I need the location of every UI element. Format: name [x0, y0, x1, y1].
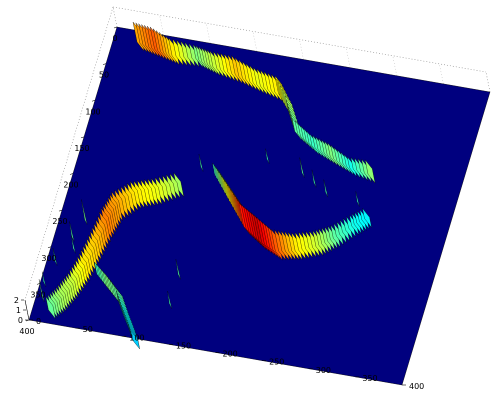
ridge-segment	[147, 178, 159, 206]
ridge-segment	[162, 175, 173, 201]
x-tick-mark	[25, 319, 30, 322]
axes-edge	[485, 71, 491, 93]
ridge-segment	[144, 179, 156, 206]
z-axis-ticks: 012	[14, 296, 30, 325]
ridge-segment	[166, 174, 177, 200]
ridge-segment	[120, 186, 132, 215]
ridge-segment	[151, 178, 163, 205]
surface-ridges	[38, 21, 376, 350]
z-tick-label: 2	[14, 296, 19, 305]
ridge-segment	[130, 330, 140, 350]
ridge-segment	[140, 179, 152, 207]
z-tick-label: 1	[16, 306, 21, 315]
y-tick-label: 200	[223, 350, 238, 359]
x-tick-label: 300	[41, 254, 56, 263]
y-tick-label: 150	[176, 341, 191, 350]
x-tick-mark	[36, 283, 41, 285]
y-tick-label: 300	[316, 366, 331, 375]
spike	[71, 235, 76, 254]
grid-line	[159, 15, 164, 36]
spike	[198, 153, 204, 172]
x-tick-label: 200	[63, 181, 78, 190]
spike	[38, 279, 45, 302]
y-tick-label: 350	[362, 374, 377, 383]
x-tick-label: 150	[74, 144, 89, 153]
axes-edge	[112, 6, 118, 28]
spike	[81, 199, 88, 225]
axes-edge	[112, 6, 487, 73]
ridge-segment	[130, 181, 142, 209]
ridge-segment	[133, 180, 145, 208]
ridge-segment	[154, 177, 166, 204]
spike	[175, 259, 181, 280]
y-tick-label: 50	[83, 325, 93, 334]
x-tick-mark	[102, 63, 107, 65]
spike	[265, 148, 270, 164]
y-tick-label: 400	[409, 382, 424, 391]
ridge-segment	[123, 184, 136, 213]
ridge-segment	[364, 159, 376, 184]
z-tick-label: 0	[18, 316, 23, 325]
spike	[311, 169, 317, 188]
grid-line	[206, 23, 211, 44]
spike	[42, 271, 47, 287]
x-tick-mark	[58, 209, 63, 212]
spike	[323, 179, 329, 198]
y-tick-label: 250	[269, 358, 284, 367]
spike	[299, 157, 305, 178]
x-tick-mark	[47, 246, 52, 249]
x-tick-mark	[80, 136, 85, 139]
ridge-segment	[169, 173, 181, 199]
grid-line	[299, 39, 304, 60]
ridge-segment	[137, 180, 149, 208]
ridge-segment	[173, 172, 184, 197]
y-axis-ticks: 0 50 100 150 200 250 300 350 400	[29, 317, 424, 391]
spike	[167, 291, 172, 309]
x-tick-label: 100	[85, 107, 100, 116]
x-tick-label: 250	[52, 217, 67, 226]
x-tick-label: 0	[112, 34, 117, 43]
x-tick-mark	[91, 99, 96, 102]
y-tick-label: 100	[129, 333, 144, 342]
grid-line	[252, 31, 258, 52]
ridge-segment	[158, 176, 170, 202]
grid-line	[439, 63, 444, 84]
x-tick-mark	[69, 173, 74, 175]
ridge-segment	[117, 188, 129, 217]
ridge-segment	[45, 296, 56, 319]
spike	[355, 191, 360, 207]
x-tick-mark	[113, 26, 118, 29]
x-tick-label: 350	[30, 290, 45, 299]
spike	[69, 221, 75, 242]
ridge-segment	[126, 183, 139, 211]
y-tick-label: 0	[36, 317, 41, 326]
x-tick-label: 400	[19, 327, 34, 336]
grid-line	[392, 55, 397, 76]
x-tick-label: 50	[99, 71, 109, 80]
spike	[52, 247, 58, 266]
grid-line	[345, 47, 351, 68]
ridge-segment	[362, 208, 372, 228]
ridge-segment	[114, 189, 126, 219]
z-axis-line	[24, 299, 30, 321]
